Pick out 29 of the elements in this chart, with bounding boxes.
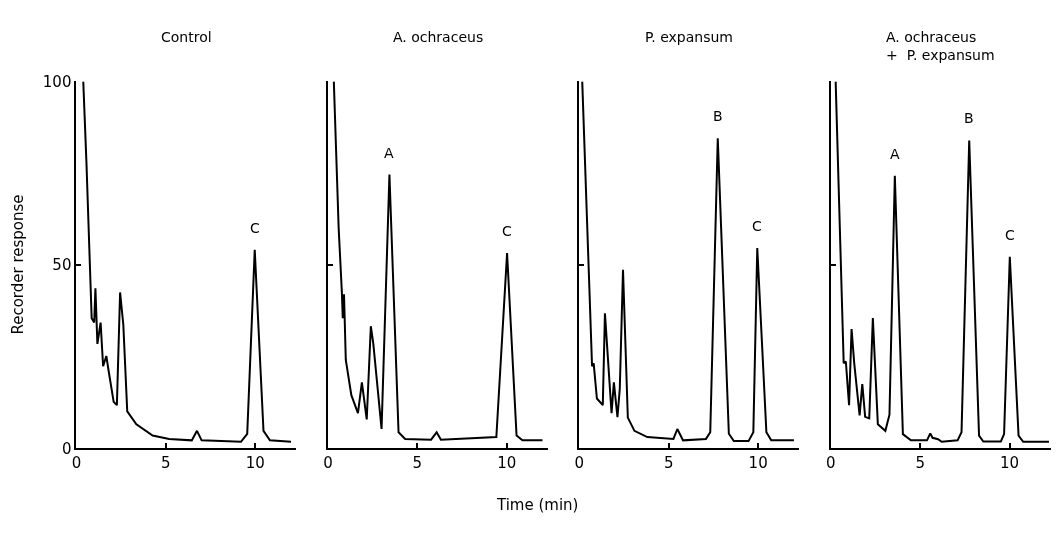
annotation: A	[384, 145, 394, 161]
annotation: A	[890, 146, 900, 162]
x-tick-label: 0	[574, 454, 585, 473]
annotation: B	[713, 108, 723, 124]
chart-title: P. expansum	[645, 29, 733, 45]
x-tick-label: 5	[161, 454, 171, 473]
x-tick-label: 5	[412, 454, 423, 473]
annotation: C	[502, 223, 512, 239]
annotation: C	[1005, 227, 1015, 243]
chart-title: Control	[161, 29, 212, 45]
annotation: B	[964, 110, 974, 126]
y-axis-title: Recorder response	[8, 194, 27, 335]
x-tick-label: 0	[826, 454, 836, 473]
x-tick-label: 10	[1000, 454, 1020, 473]
y-tick-label: 50	[52, 256, 72, 275]
chart-title: A. ochraceus + P. expansum	[886, 29, 995, 64]
annotation: C	[250, 220, 260, 236]
line-series	[82, 81, 293, 443]
x-tick-label: 5	[915, 454, 925, 473]
x-tick-label: 10	[497, 454, 517, 473]
x-axis-title: Time (min)	[496, 496, 579, 514]
y-tick-label: 100	[42, 72, 72, 91]
x-tick-label: 0	[323, 454, 333, 473]
chart-title: A. ochraceus	[393, 29, 484, 45]
y-tick-label: 0	[61, 439, 72, 458]
x-tick-label: 10	[748, 454, 768, 473]
annotation: C	[752, 218, 762, 234]
x-tick-label: 10	[245, 454, 265, 473]
x-tick-label: 5	[664, 454, 674, 473]
